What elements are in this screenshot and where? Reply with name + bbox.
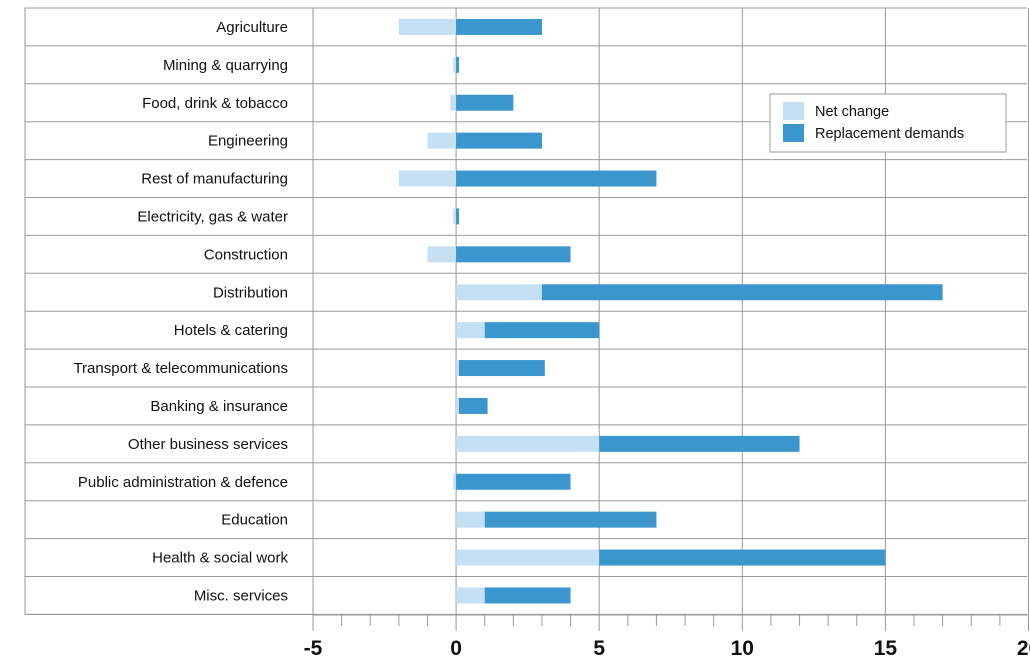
bar-net-change-mining-and-quarrying: [453, 56, 457, 73]
bar-replacement-demands-transport-and-telecommunications: [458, 360, 545, 377]
x-tick-label: 20: [1017, 637, 1030, 660]
category-label-mining-and-quarrying: Mining & quarrying: [163, 57, 288, 74]
category-label-public-administration-and-defence: Public administration & defence: [78, 474, 288, 491]
category-label-distribution: Distribution: [213, 284, 288, 301]
category-label-banking-and-insurance: Banking & insurance: [150, 398, 288, 415]
bar-replacement-demands-hotels-and-catering: [484, 322, 600, 339]
bar-replacement-demands-other-business-services: [599, 435, 800, 452]
bar-replacement-demands-rest-of-manufacturing: [456, 170, 657, 187]
bar-replacement-demands-misc-services: [484, 587, 571, 604]
category-label-hotels-and-catering: Hotels & catering: [174, 322, 288, 339]
x-tick-label: -5: [304, 637, 323, 660]
category-label-agriculture: Agriculture: [216, 19, 288, 36]
category-label-education: Education: [221, 512, 288, 529]
bar-net-change-rest-of-manufacturing: [398, 170, 457, 187]
x-tick-label: 5: [593, 637, 605, 660]
legend-swatch-net-change: [783, 102, 804, 120]
category-label-other-business-services: Other business services: [128, 436, 288, 453]
category-label-electricity-gas-and-water: Electricity, gas & water: [137, 208, 288, 225]
bar-net-change-other-business-services: [456, 435, 600, 452]
bar-net-change-construction: [427, 246, 457, 263]
category-label-engineering: Engineering: [208, 133, 288, 150]
bar-net-change-health-and-social-work: [456, 549, 600, 566]
bar-net-change-misc-services: [456, 587, 485, 604]
category-label-health-and-social-work: Health & social work: [152, 550, 288, 567]
bar-net-change-public-administration-and-defence: [453, 473, 457, 490]
bar-replacement-demands-banking-and-insurance: [458, 397, 488, 414]
bar-net-change-transport-and-telecommunications: [456, 360, 459, 377]
bar-replacement-demands-engineering: [456, 132, 542, 149]
category-label-food-drink-and-tobacco: Food, drink & tobacco: [142, 95, 288, 112]
x-axis: -5 0 5 10 15 20: [304, 614, 1030, 660]
category-label-rest-of-manufacturing: Rest of manufacturing: [141, 171, 288, 188]
x-tick-label: 0: [450, 637, 462, 660]
legend: Net change Replacement demands: [769, 93, 1007, 153]
bar-replacement-demands-education: [484, 511, 657, 528]
category-label-layer: Agriculture Mining & quarrying Food, drink…: [73, 19, 288, 605]
bar-replacement-demands-food-drink-and-tobacco: [456, 94, 514, 111]
bar-net-change-agriculture: [398, 18, 457, 35]
x-tick-label: 15: [874, 637, 898, 660]
bar-replacement-demands-health-and-social-work: [599, 549, 886, 566]
category-label-construction: Construction: [204, 246, 288, 263]
bar-net-change-distribution: [456, 284, 542, 301]
bar-replacement-demands-mining-and-quarrying: [456, 56, 459, 73]
x-tick-label: 10: [731, 637, 754, 660]
legend-box: [769, 93, 1007, 153]
bar-replacement-demands-agriculture: [456, 18, 542, 35]
bar-net-change-education: [456, 511, 485, 528]
bar-net-change-food-drink-and-tobacco: [450, 94, 457, 111]
bar-layer: [398, 18, 943, 604]
bar-replacement-demands-electricity-gas-and-water: [456, 208, 459, 225]
legend-label-replacement-demands: Replacement demands: [815, 126, 964, 142]
category-label-misc-services: Misc. services: [194, 587, 288, 604]
category-label-transport-and-telecommunications: Transport & telecommunications: [73, 360, 288, 377]
legend-label-net-change: Net change: [815, 104, 889, 120]
bar-net-change-electricity-gas-and-water: [453, 208, 457, 225]
bar-replacement-demands-construction: [456, 246, 571, 263]
bar-net-change-hotels-and-catering: [456, 322, 485, 339]
bar-net-change-banking-and-insurance: [456, 397, 459, 414]
legend-swatch-replacement-demands: [783, 124, 804, 142]
bar-replacement-demands-public-administration-and-defence: [456, 473, 571, 490]
bar-net-change-engineering: [427, 132, 457, 149]
bar-replacement-demands-distribution: [541, 284, 943, 301]
